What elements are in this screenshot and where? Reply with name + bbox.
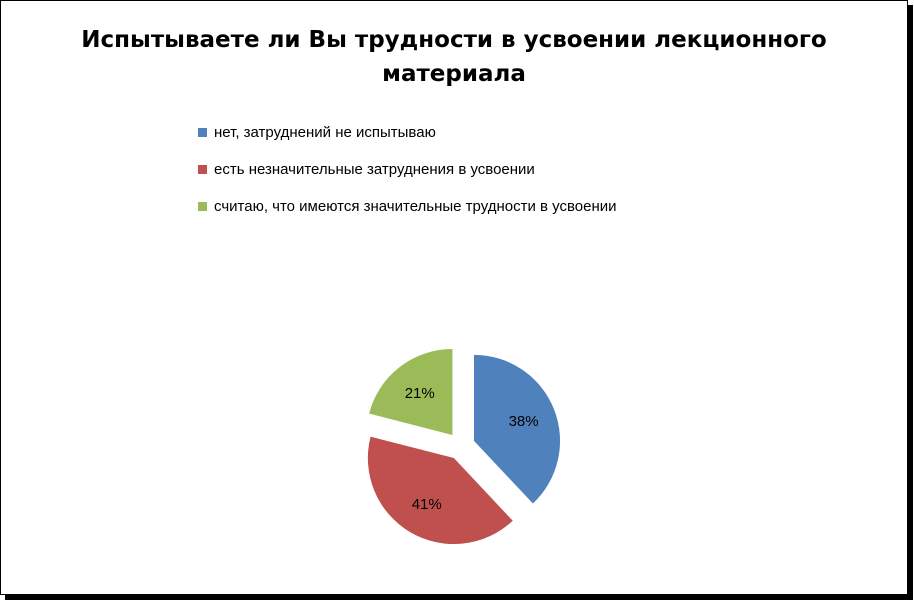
legend-swatch-2	[198, 202, 207, 211]
pie-slice-2	[369, 348, 453, 435]
legend-label-2: считаю, что имеются значительные труднос…	[214, 198, 617, 215]
pie-slice-0	[474, 354, 561, 504]
data-label-1: 41%	[412, 496, 442, 513]
data-label-2: 21%	[405, 385, 435, 402]
legend-swatch-1	[198, 165, 207, 174]
chart-title: Испытываете ли Вы трудности в усвоении л…	[81, 27, 827, 87]
legend-label-0: нет, затруднений не испытываю	[214, 124, 436, 141]
data-label-0: 38%	[509, 413, 539, 430]
legend-item-2: считаю, что имеются значительные труднос…	[198, 188, 617, 225]
legend-swatch-0	[198, 128, 207, 137]
legend-label-1: есть незначительные затруднения в усвоен…	[214, 161, 535, 178]
legend-item-0: нет, затруднений не испытываю	[198, 114, 617, 151]
legend-item-1: есть незначительные затруднения в усвоен…	[198, 151, 617, 188]
pie-plot: 38% 41% 21%	[367, 348, 561, 545]
pie-slice-1	[367, 436, 513, 545]
legend: нет, затруднений не испытываю есть незна…	[198, 114, 617, 225]
